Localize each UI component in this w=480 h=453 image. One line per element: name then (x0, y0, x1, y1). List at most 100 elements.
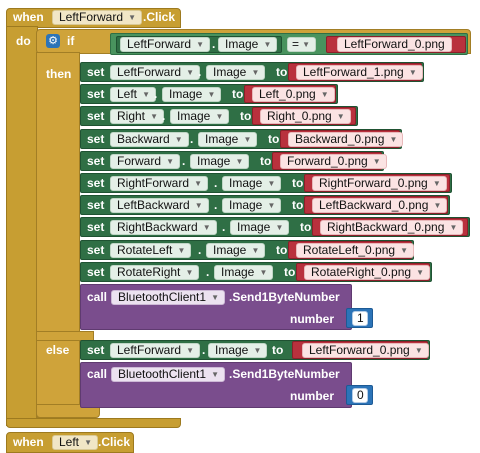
then-set-text-value[interactable]: Backward_0.png ▼ (288, 131, 404, 147)
dropdown-caret-icon: ▼ (150, 112, 159, 122)
then-set-component-dropdown[interactable]: Right ▼ (110, 109, 165, 125)
then-set-property-label: Image (229, 198, 263, 213)
then-set-text-value[interactable]: RotateLeft_0.png ▼ (296, 242, 415, 258)
then-set-property-label: Image (237, 220, 271, 235)
then-set-property-dropdown[interactable]: Image ▼ (230, 220, 290, 236)
then-set-component-dropdown[interactable]: RightForward ▼ (110, 176, 209, 191)
then-set-property-dropdown[interactable]: Image ▼ (190, 153, 250, 169)
then-set-dot: . (222, 220, 226, 235)
then-set-text-value[interactable]: LeftForward_1.png ▼ (296, 65, 423, 80)
then-set-dot: . (206, 264, 210, 279)
if-block-left-rail (36, 52, 80, 418)
then-set-to-label: to (232, 87, 244, 102)
then-set-property-label: Image (213, 242, 247, 257)
else-call-component-dropdown[interactable]: BluetoothClient1 ▼ (111, 367, 226, 382)
event2-component-dropdown[interactable]: Left ▼ (52, 435, 99, 450)
then-set-component-label: LeftBackward (117, 198, 190, 213)
then-call-component-dropdown[interactable]: BluetoothClient1 ▼ (111, 290, 226, 305)
dropdown-caret-icon: ▼ (408, 68, 417, 77)
condition-property-dropdown[interactable]: Image ▼ (218, 37, 278, 52)
then-set-text-value[interactable]: Right_0.png ▼ (260, 109, 351, 125)
then-set-dot: . (214, 198, 218, 213)
else-set-component-dropdown[interactable]: LeftForward ▼ (110, 343, 201, 358)
then-set-component-label: RightBackward (117, 220, 198, 235)
else-number-value[interactable]: 0 (352, 388, 368, 403)
then-set-property-dropdown[interactable]: Image ▼ (198, 131, 258, 147)
then-set-property-label: Image (221, 264, 255, 279)
dropdown-caret-icon: ▼ (336, 112, 345, 122)
condition-property-label: Image (225, 37, 259, 51)
dropdown-caret-icon: ▼ (128, 13, 137, 22)
then-set-to-label: to (284, 264, 296, 279)
else-set-to-label: to (272, 343, 284, 357)
then-set-text-value[interactable]: Forward_0.png ▼ (280, 153, 387, 169)
then-set-text-value[interactable]: Left_0.png ▼ (252, 87, 335, 103)
else-set-text-value[interactable]: LeftForward_0.png ▼ (302, 343, 429, 358)
then-set-text-value[interactable]: RotateRight_0.png ▼ (304, 264, 431, 280)
else-set-dot: . (202, 343, 206, 357)
dropdown-caret-icon: ▼ (389, 134, 398, 144)
then-set-label: set (87, 220, 105, 235)
then-set-component-label: Backward (117, 131, 170, 146)
then-set-property-dropdown[interactable]: Image ▼ (222, 176, 282, 191)
dropdown-caret-icon: ▼ (251, 68, 260, 77)
dropdown-caret-icon: ▼ (449, 223, 458, 233)
condition-dot-label: . (212, 37, 216, 51)
dropdown-caret-icon: ▼ (433, 201, 442, 211)
then-set-label: set (87, 65, 105, 79)
then-set-component-dropdown[interactable]: LeftForward ▼ (110, 65, 201, 80)
else-set-property-dropdown[interactable]: Image ▼ (208, 343, 268, 358)
event-component-label: LeftForward (59, 10, 124, 24)
dropdown-caret-icon: ▼ (194, 179, 203, 188)
dropdown-caret-icon: ▼ (211, 293, 220, 302)
event-component-dropdown[interactable]: LeftForward ▼ (52, 10, 143, 25)
compare-operator-dropdown[interactable]: = ▼ (287, 37, 317, 52)
then-set-to-label: to (292, 198, 304, 213)
then-set-property-dropdown[interactable]: Image ▼ (206, 242, 266, 258)
if-block-else-bar (36, 331, 94, 341)
compare-operator-label: = (292, 37, 300, 51)
then-set-property-dropdown[interactable]: Image ▼ (162, 87, 222, 103)
dropdown-caret-icon: ▼ (202, 223, 211, 233)
then-number-value[interactable]: 1 (352, 311, 368, 326)
then-set-label: set (87, 109, 105, 124)
condition-component-dropdown[interactable]: LeftForward ▼ (120, 37, 211, 52)
then-set-property-dropdown[interactable]: Image ▼ (206, 65, 266, 80)
if-label: if (67, 34, 75, 48)
then-set-component-dropdown[interactable]: RightBackward ▼ (110, 220, 217, 236)
dropdown-caret-icon: ▼ (414, 346, 423, 355)
then-call-method-label: .Send1ByteNumber (229, 290, 340, 304)
then-set-component-dropdown[interactable]: LeftBackward ▼ (110, 198, 209, 214)
then-set-label: set (87, 264, 105, 279)
then-set-component-dropdown[interactable]: Backward ▼ (110, 131, 189, 147)
then-set-component-label: Forward (117, 153, 162, 168)
gear-icon[interactable]: ⚙ (46, 34, 60, 48)
dropdown-caret-icon: ▼ (267, 201, 276, 211)
dropdown-caret-icon: ▼ (372, 156, 381, 166)
then-set-component-dropdown[interactable]: Forward ▼ (110, 153, 181, 169)
dropdown-caret-icon: ▼ (432, 179, 441, 188)
condition-component-label: LeftForward (127, 37, 192, 51)
condition-text-value[interactable]: LeftForward_0.png (337, 37, 452, 52)
then-set-property-label: Image (169, 87, 203, 102)
dropdown-caret-icon: ▼ (263, 40, 272, 49)
dropdown-caret-icon: ▼ (142, 90, 151, 100)
then-set-property-dropdown[interactable]: Image ▼ (170, 109, 230, 125)
then-set-dot: . (214, 176, 218, 190)
dropdown-caret-icon: ▼ (251, 245, 260, 255)
then-set-property-dropdown[interactable]: Image ▼ (222, 198, 282, 214)
dropdown-caret-icon: ▼ (259, 267, 268, 277)
then-set-label: set (87, 131, 105, 146)
then-set-text-value[interactable]: RightBackward_0.png ▼ (320, 220, 464, 236)
then-call-component-label: BluetoothClient1 (118, 290, 207, 304)
then-set-component-dropdown[interactable]: Left ▼ (110, 87, 157, 103)
then-set-to-label: to (276, 65, 288, 79)
then-set-component-dropdown[interactable]: RotateLeft ▼ (110, 242, 192, 258)
then-set-text-value[interactable]: RightForward_0.png ▼ (312, 176, 447, 191)
then-set-component-label: RotateLeft (117, 242, 173, 257)
then-set-text-value[interactable]: LeftBackward_0.png ▼ (312, 198, 448, 214)
then-set-property-dropdown[interactable]: Image ▼ (214, 264, 274, 280)
then-set-dot: . (182, 153, 186, 168)
then-set-component-dropdown[interactable]: RotateRight ▼ (110, 264, 200, 280)
then-set-dot: . (190, 131, 194, 146)
